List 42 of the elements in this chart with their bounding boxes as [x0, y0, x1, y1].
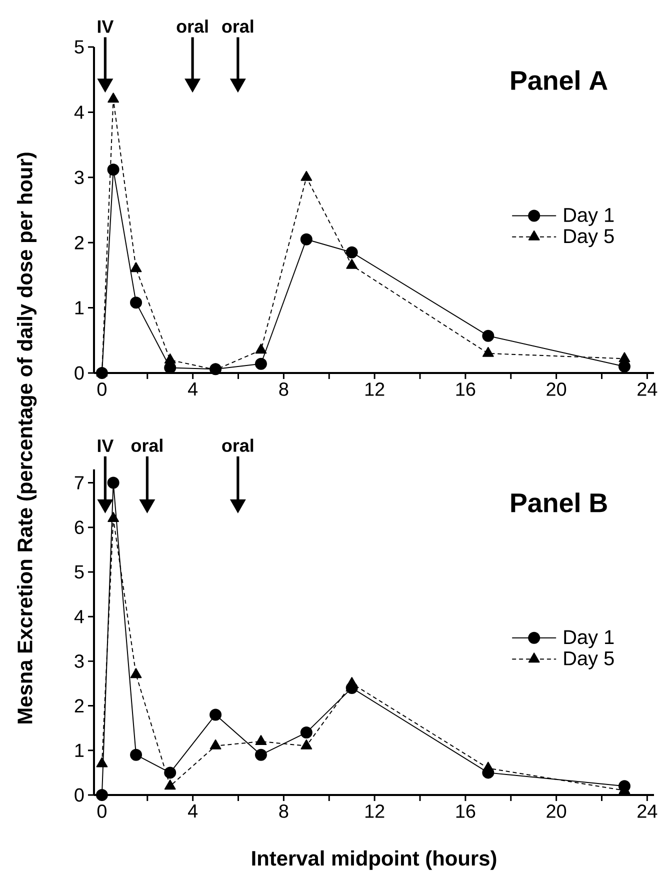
x-tick-label: 16 [456, 804, 476, 818]
y-tick-label: 7 [74, 476, 84, 490]
x-tick-label: 8 [279, 804, 288, 818]
text: oral [222, 438, 254, 452]
legend-label: Day 1 [564, 630, 614, 648]
y-tick-label: 3 [74, 170, 84, 184]
x-tick-label: 0 [97, 804, 106, 818]
x-tick-label: 0 [97, 382, 106, 396]
x-tick-label: 24 [638, 804, 658, 818]
x-tick-label: 4 [188, 382, 198, 396]
x-tick-label: 20 [546, 382, 566, 396]
x-tick-label: 16 [456, 382, 476, 396]
y-axis-title: Mesna Excretion Rate (percentage of daily dose per hour) [17, 152, 37, 724]
text: IV [98, 20, 114, 33]
x-tick-label: 8 [279, 382, 288, 396]
y-tick-label: 6 [74, 520, 84, 534]
legend-label: Day 1 [564, 208, 614, 226]
y-tick-label: 4 [74, 106, 84, 119]
x-tick-label: 20 [546, 804, 566, 818]
y-tick-label: 0 [74, 788, 84, 802]
y-tick-label: 1 [75, 744, 84, 757]
text: oral [176, 20, 208, 33]
x-tick-label: 4 [188, 804, 198, 818]
y-tick-label: 2 [74, 699, 84, 712]
legend-label: Day 5 [564, 229, 614, 248]
x-axis-title: Interval midpoint (hours) [252, 850, 496, 870]
y-tick-label: 3 [74, 654, 84, 668]
y-tick-label: 5 [74, 40, 84, 54]
x-tick-label: 12 [365, 382, 384, 396]
y-tick-label: 0 [74, 366, 84, 380]
y-tick-label: 2 [74, 236, 84, 250]
text: Panel B [511, 492, 607, 512]
x-tick-label: 12 [365, 804, 384, 818]
x-tick-label: 24 [638, 382, 658, 396]
text: Panel A [511, 70, 608, 90]
y-tick-label: 5 [74, 565, 84, 579]
legend-label: Day 5 [564, 651, 614, 670]
text: oral [131, 438, 162, 452]
text: IV [98, 440, 114, 452]
y-tick-label: 4 [74, 610, 84, 624]
y-tick-label: 1 [75, 301, 84, 314]
text: oral [222, 20, 254, 33]
